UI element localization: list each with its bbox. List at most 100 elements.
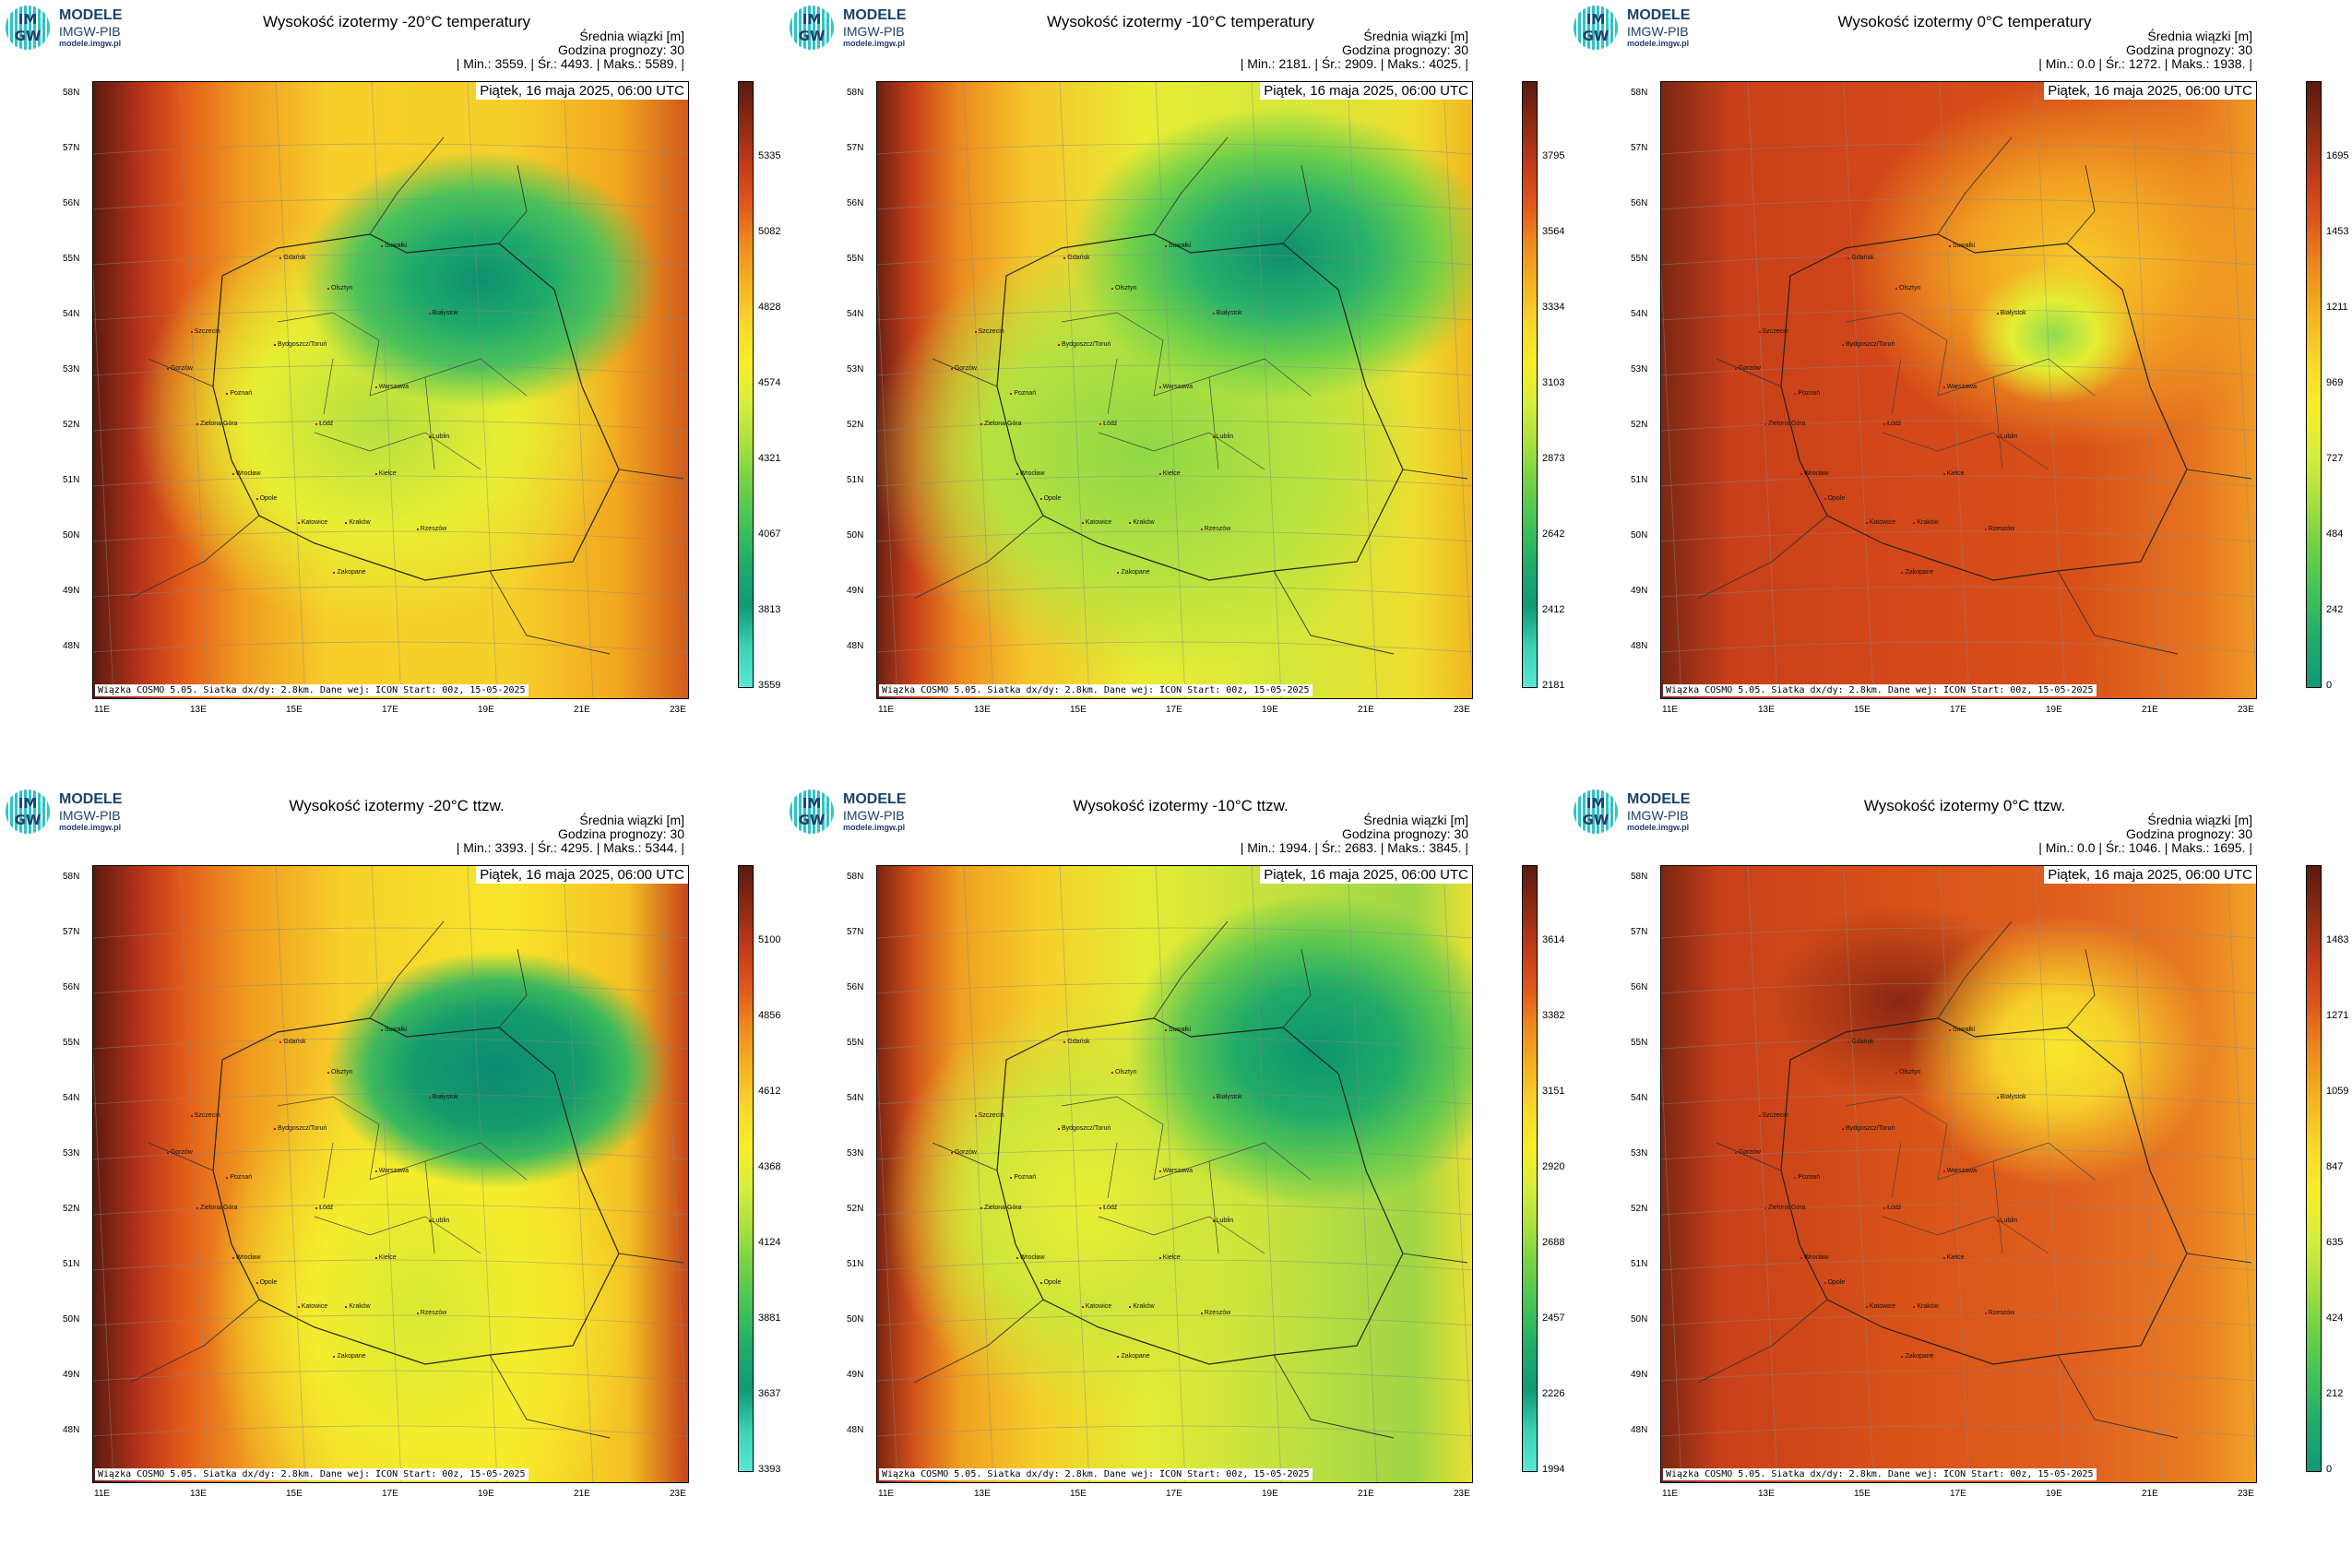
lon-tick-label: 15E [1854,705,1871,715]
logo-badge-top: IM [802,11,822,28]
colorbar-tick-label: 5335 [758,150,781,162]
stat-mean: 4295. [560,840,593,855]
city-label: Gdańsk [279,1039,306,1046]
lat-tick-label: 53N [1631,1148,1648,1158]
lat-tick-label: 53N [63,1148,80,1158]
lon-tick-label: 17E [1166,1489,1182,1499]
stat-mean: 4493. [560,56,593,71]
city-label: Kielce [1158,469,1181,477]
city-label: Poznań [1010,1174,1037,1181]
stats-line: | Min.: 3559. | Śr.: 4493. | Maks.: 5589… [456,56,684,71]
city-label: Szczecin [974,328,1004,336]
model-footer: Wiązka COSMO 5.05. Siatka dx/dy: 2.8km. … [95,1468,529,1480]
colorbar-tick-label: 3637 [758,1387,781,1399]
colorbar-tick-label: 727 [2326,452,2344,464]
lat-tick-label: 55N [1631,254,1648,264]
info-label: Średnia wiązki [m] [1363,813,1468,827]
city-label: Bydgoszcz/Toruń [1057,340,1111,348]
city-label: Lublin [1212,1217,1234,1224]
forecast-label: Godzina prognozy: 30 [558,42,684,57]
colorbar-tick-label: 3393 [758,1464,781,1475]
lat-tick-label: 55N [1631,1038,1648,1048]
heatmap-field: Gdańsk Olsztyn Suwałki Białystok Szczecin Byd… [92,865,689,1483]
lat-tick-label: 50N [847,530,864,540]
city-label: Szczecin [974,1112,1004,1120]
imgw-logo: IM GW MODELE IMGW-PIB modele.imgw.pl [1574,790,1721,836]
lon-tick-label: 13E [1758,1489,1775,1499]
logo-badge-icon: IM GW [790,790,834,834]
city-label: Olsztyn [1895,285,1921,292]
logo-line2: IMGW-PIB [1627,24,1689,39]
chart-info: Średnia wiązki [m] Godzina prognozy: 30 | … [2038,30,2252,71]
chart-info: Średnia wiązki [m] Godzina prognozy: 30 | … [1241,30,1468,71]
lat-tick-label: 48N [847,641,864,651]
colorbar-tick-label: 1453 [2326,226,2349,238]
model-footer: Wiązka COSMO 5.05. Siatka dx/dy: 2.8km. … [879,1468,1313,1480]
colorbar-tick-label: 3559 [758,680,781,691]
lat-tick-label: 50N [63,530,80,540]
city-label: Gdańsk [279,255,306,262]
lon-tick-label: 15E [1854,1489,1871,1499]
colorbar-tick-label: 3382 [1542,1010,1565,1022]
valid-date: Piątek, 16 maja 2025, 06:00 UTC [1260,82,1472,100]
city-label: Kielce [1942,469,1965,477]
logo-line2: IMGW-PIB [843,808,905,823]
chart-panel: IM GW MODELE IMGW-PIB modele.imgw.pl Wysokość… [0,0,784,784]
imgw-logo: IM GW MODELE IMGW-PIB modele.imgw.pl [6,790,153,836]
imgw-logo: IM GW MODELE IMGW-PIB modele.imgw.pl [790,790,937,836]
colorbar-tick-label: 2412 [1542,603,1565,615]
city-label: Warszawa [374,384,410,391]
chart-info: Średnia wiązki [m] Godzina prognozy: 30 | … [1241,814,1468,855]
city-label: Zielona Góra [980,1205,1022,1212]
stats-line: | Min.: 2181. | Śr.: 2909. | Maks.: 4025… [1240,56,1468,71]
lon-tick-label: 19E [1262,705,1278,715]
colorbar-tick-label: 2873 [1542,452,1565,464]
city-label: Łódź [1099,421,1118,428]
chart-title: Wysokość izotermy 0°C temperatury [1837,13,2092,30]
lon-tick-label: 19E [478,1489,494,1499]
colorbar-tick-label: 4067 [758,528,781,540]
lat-tick-label: 52N [847,420,864,430]
city-label: Suwałki [1949,1026,1976,1033]
colorbar-tick-label: 2642 [1542,529,1565,540]
chart-panel: IM GW MODELE IMGW-PIB modele.imgw.pl Wysokość… [784,0,1568,784]
lon-tick-label: 23E [670,1489,686,1499]
colorbar-tick-label: 0 [2326,1464,2333,1475]
logo-line3: modele.imgw.pl [59,39,122,48]
city-label: Wrocław [232,469,261,477]
colorbar-tick-label: 3813 [758,603,781,615]
logo-line3: modele.imgw.pl [1627,823,1690,832]
map-grid-borders [877,866,1472,1482]
city-label: Szczecin [190,328,220,336]
logo-badge-icon: IM GW [6,6,50,50]
colorbar-tick-label: 1994 [1542,1464,1565,1475]
lon-tick-label: 23E [2238,1489,2254,1499]
lon-tick-label: 15E [1070,705,1087,715]
map-grid-borders [93,82,688,698]
lat-tick-label: 54N [847,309,864,319]
city-label: Rzeszów [1200,1309,1231,1316]
map-grid-borders [93,866,688,1482]
chart-title: Wysokość izotermy -20°C ttzw. [289,797,505,814]
city-label: Kraków [1129,519,1155,527]
city-label: Olsztyn [327,1069,353,1076]
city-label: Zielona Góra [980,421,1022,428]
model-footer: Wiązka COSMO 5.05. Siatka dx/dy: 2.8km. … [1663,1468,2097,1480]
colorbar-tick-label: 2181 [1542,680,1565,691]
city-label: Kraków [345,1303,371,1311]
lon-tick-label: 13E [190,705,207,715]
city-label: Białystok [428,1094,458,1101]
city-label: Poznań [226,1174,253,1181]
city-label: Bydgoszcz/Toruń [273,340,327,348]
lat-tick-label: 57N [1631,143,1648,153]
colorbar-tick-label: 635 [2326,1237,2344,1249]
lon-tick-label: 13E [1758,705,1775,715]
lat-tick-label: 51N [1631,1259,1648,1269]
lat-tick-label: 55N [63,254,80,264]
city-label: Suwałki [381,242,408,249]
city-label: Kielce [1942,1253,1965,1261]
forecast-label: Godzina prognozy: 30 [558,826,684,841]
stat-max: 5344. [645,840,678,855]
chart-panel: IM GW MODELE IMGW-PIB modele.imgw.pl Wysokość… [1568,0,2352,784]
chart-title: Wysokość izotermy -20°C temperatury [262,13,531,30]
